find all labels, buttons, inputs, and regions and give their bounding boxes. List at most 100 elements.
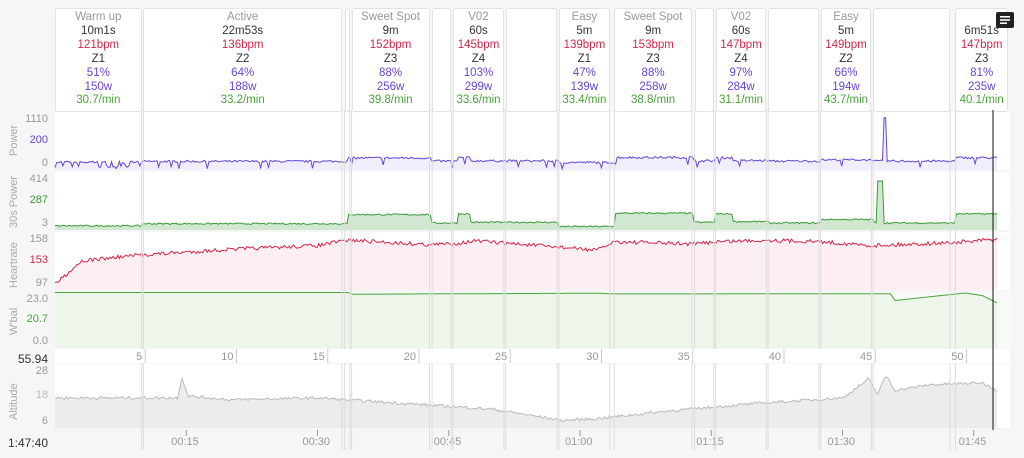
interval-box[interactable]	[432, 8, 452, 112]
interval-box[interactable]: Active 22m53s 136bpm Z2 64% 188w 33.2/min	[143, 8, 342, 112]
interval-cadence: 43.7/min	[823, 94, 869, 107]
interval-box[interactable]: Sweet Spot 9m 153bpm Z3 88% 258w 38.8/min	[614, 8, 692, 112]
y-tick: 287	[29, 194, 48, 206]
interval-hr: 152bpm	[369, 38, 412, 51]
interval-box[interactable]: Warm up 10m1s 121bpm Z1 51% 150w 30.7/min	[55, 8, 142, 112]
distance-tick: 45	[860, 351, 872, 363]
duration-total: 1:47:40	[7, 436, 48, 450]
interval-name: Sweet Spot	[361, 11, 420, 23]
time-tick: 01:15	[696, 436, 724, 448]
interval-name: V02	[730, 11, 752, 23]
interval-zone: Z1	[577, 52, 592, 65]
interval-zone: Z4	[471, 52, 486, 65]
interval-power: 139w	[570, 80, 599, 93]
interval-name: V02	[468, 11, 489, 23]
series-line-1	[54, 180, 998, 228]
interval-cadence: 40.1/min	[959, 94, 1004, 107]
interval-duration: 9m	[382, 24, 399, 37]
interval-box[interactable]: Easy 5m 139bpm Z1 47% 139w 33.4/min	[559, 8, 610, 112]
distance-tick: 20	[404, 351, 416, 363]
interval-name: Easy	[571, 11, 598, 23]
interval-pct: 47%	[572, 66, 596, 79]
interval-zone: Z3	[383, 52, 398, 65]
distance-tick: 25	[495, 351, 507, 363]
distance-tick: 5	[136, 351, 142, 363]
interval-name	[433, 11, 450, 25]
interval-box[interactable]	[768, 8, 819, 112]
y-tick: 200	[29, 134, 48, 146]
interval-box[interactable]: V02 60s 147bpm Z4 97% 284w 31.1/min	[715, 8, 767, 112]
interval-hr: 153bpm	[632, 38, 674, 51]
interval-name	[507, 11, 557, 25]
interval-name	[346, 11, 349, 25]
interval-power: 284w	[727, 80, 755, 93]
distance-tick: 50	[951, 351, 963, 363]
interval-zone: Z2	[839, 52, 853, 65]
interval-duration: 9m	[645, 24, 662, 37]
series-fill	[55, 238, 998, 290]
y-tick: 3	[41, 217, 48, 229]
time-tick: 01:00	[565, 436, 593, 448]
interval-zone: Z3	[974, 52, 989, 65]
message-icon[interactable]	[996, 12, 1014, 28]
interval-power: 150w	[84, 80, 113, 93]
interval-name: Active	[227, 11, 259, 23]
y-tick: 20.7	[26, 313, 48, 325]
distance-tick: 30	[586, 351, 598, 363]
interval-name	[696, 11, 713, 25]
interval-cadence: 31.1/min	[718, 94, 764, 107]
interval-name	[769, 11, 818, 25]
interval-zone: Z4	[734, 52, 748, 65]
interval-pct: 66%	[834, 66, 858, 79]
interval-pct: 103%	[463, 66, 494, 79]
interval-duration: 60s	[731, 24, 751, 37]
interval-box[interactable]	[694, 8, 714, 112]
interval-box[interactable]: V02 60s 145bpm Z4 103% 299w 33.6/min	[453, 8, 504, 112]
interval-power: 194w	[832, 80, 860, 93]
interval-box[interactable]	[873, 8, 951, 112]
interval-hr: 121bpm	[77, 38, 120, 51]
distance-tick: 10	[221, 351, 233, 363]
interval-pct: 81%	[970, 66, 994, 79]
interval-box[interactable]: Easy 5m 149bpm Z2 66% 194w 43.7/min	[820, 8, 872, 112]
interval-duration: 10m1s	[81, 24, 116, 37]
y-tick: 0	[41, 157, 48, 169]
interval-pct: 64%	[231, 66, 255, 79]
distance-tick: 35	[678, 351, 690, 363]
interval-power: 188w	[228, 80, 257, 93]
y-tick: 158	[29, 233, 48, 245]
interval-power: 258w	[639, 80, 667, 93]
interval-box[interactable]: Sweet Spot 9m 152bpm Z3 88% 256w 39.8/min	[351, 8, 430, 112]
interval-name: Sweet Spot	[623, 11, 683, 23]
time-tick: 01:30	[827, 436, 856, 448]
y-tick: 0.0	[32, 335, 48, 347]
y-tick: 23.0	[26, 293, 48, 305]
series-line-0	[54, 117, 998, 171]
time-tick: 01:45	[958, 436, 987, 448]
distance-tick: 15	[313, 351, 325, 363]
series-fill	[55, 181, 998, 230]
series-line-2	[54, 237, 998, 283]
interval-box[interactable]	[344, 8, 350, 112]
distance-axis	[55, 349, 1010, 363]
interval-box[interactable]	[505, 8, 558, 112]
time-tick: 00:45	[433, 436, 462, 448]
series-fill	[55, 376, 998, 428]
series-line-4	[54, 376, 998, 423]
interval-zone: Z3	[646, 52, 660, 65]
interval-hr: 145bpm	[457, 38, 500, 51]
interval-power: 299w	[464, 80, 493, 93]
interval-name: Easy	[833, 11, 859, 23]
interval-duration: 5m	[838, 24, 854, 37]
y-tick: 97	[35, 277, 48, 289]
time-tick: 00:30	[302, 436, 331, 448]
interval-pct: 88%	[641, 66, 665, 79]
y-tick: 1110	[25, 113, 48, 125]
y-tick: 18	[35, 389, 48, 401]
y-tick: 153	[29, 254, 48, 266]
ride-chart[interactable]: 510152025303540455055	[0, 110, 1024, 458]
interval-pct: 88%	[379, 66, 403, 79]
series-line-3	[55, 292, 998, 304]
y-tick: 6	[41, 415, 48, 427]
interval-cadence: 30.7/min	[76, 94, 121, 107]
